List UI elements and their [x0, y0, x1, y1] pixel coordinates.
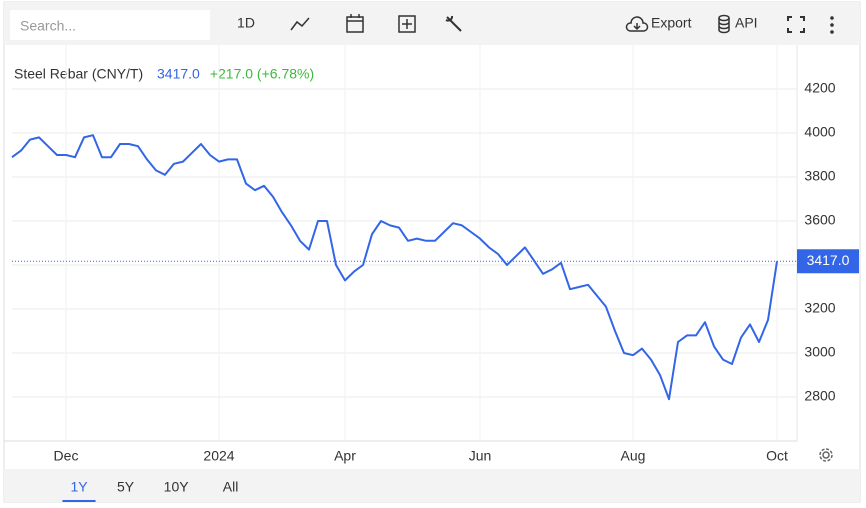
range-button[interactable]: 10Y — [164, 479, 190, 495]
settings-wrench-icon[interactable] — [445, 15, 462, 32]
y-tick-label: 3600 — [804, 212, 835, 228]
search-placeholder: Search... — [20, 18, 76, 34]
last-value-label: 3417.0 — [807, 252, 850, 268]
fullscreen-icon[interactable] — [787, 16, 805, 33]
x-tick-label: Apr — [334, 448, 356, 464]
interval-button[interactable]: 1D — [237, 15, 255, 31]
gear-icon[interactable] — [819, 448, 833, 462]
calendar-icon[interactable] — [346, 14, 364, 33]
y-tick-label: 4200 — [804, 80, 835, 96]
y-tick-label: 2800 — [804, 388, 835, 404]
y-tick-label: 4000 — [804, 124, 835, 140]
range-button[interactable]: All — [223, 479, 239, 495]
chart-title: Steel Rebar (CNY/T) — [14, 66, 143, 82]
y-tick-label: 3000 — [804, 344, 835, 360]
frame — [3, 1, 861, 503]
x-tick-label: Aug — [621, 448, 646, 464]
range-button[interactable]: 1Y — [70, 479, 88, 495]
search-box[interactable] — [10, 10, 210, 40]
last-value-tag — [797, 249, 859, 274]
x-tick-label: 2024 — [203, 448, 234, 464]
last-price: 3417.0 — [157, 66, 200, 82]
export-icon[interactable] — [625, 16, 649, 32]
compare-icon[interactable] — [398, 15, 416, 33]
api-button[interactable]: API — [735, 15, 758, 31]
menu-icon[interactable] — [830, 16, 834, 34]
price-line — [11, 134, 778, 401]
x-tick-label: Oct — [766, 448, 788, 464]
api-icon[interactable] — [718, 14, 730, 34]
range-bar — [4, 469, 860, 502]
y-tick-label: 3200 — [804, 300, 835, 316]
x-tick-label: Dec — [54, 448, 79, 464]
export-button[interactable]: Export — [651, 15, 692, 31]
range-button[interactable]: 5Y — [117, 479, 135, 495]
line-type-icon[interactable] — [290, 17, 310, 31]
x-tick-label: Jun — [469, 448, 492, 464]
y-tick-label: 3800 — [804, 168, 835, 184]
price-change: +217.0 (+6.78%) — [210, 66, 314, 82]
